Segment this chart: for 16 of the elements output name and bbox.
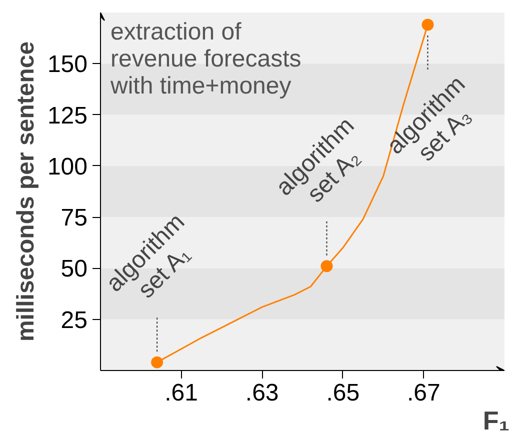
text: extraction of revenue forecasts with time+money: [110, 18, 302, 100]
point: [320, 260, 333, 272]
y-axis-title: milliseconds per sentence: [12, 41, 40, 342]
x-tick-label: .65: [326, 380, 360, 406]
y-tick-label: 150: [47, 51, 88, 78]
point: [151, 356, 164, 368]
point: [422, 18, 434, 31]
y-tick-label: 25: [60, 306, 88, 334]
x-tick-label: .67: [407, 380, 440, 406]
x-axis-title: F₁: [482, 406, 510, 435]
x-tick-label: .63: [245, 380, 279, 406]
y-tick-label: 75: [60, 204, 88, 232]
y-tick-label: 100: [47, 153, 88, 180]
y-tick-label: 50: [60, 256, 88, 283]
x-tick-label: .61: [164, 380, 198, 406]
y-tick-label: 125: [47, 102, 88, 130]
